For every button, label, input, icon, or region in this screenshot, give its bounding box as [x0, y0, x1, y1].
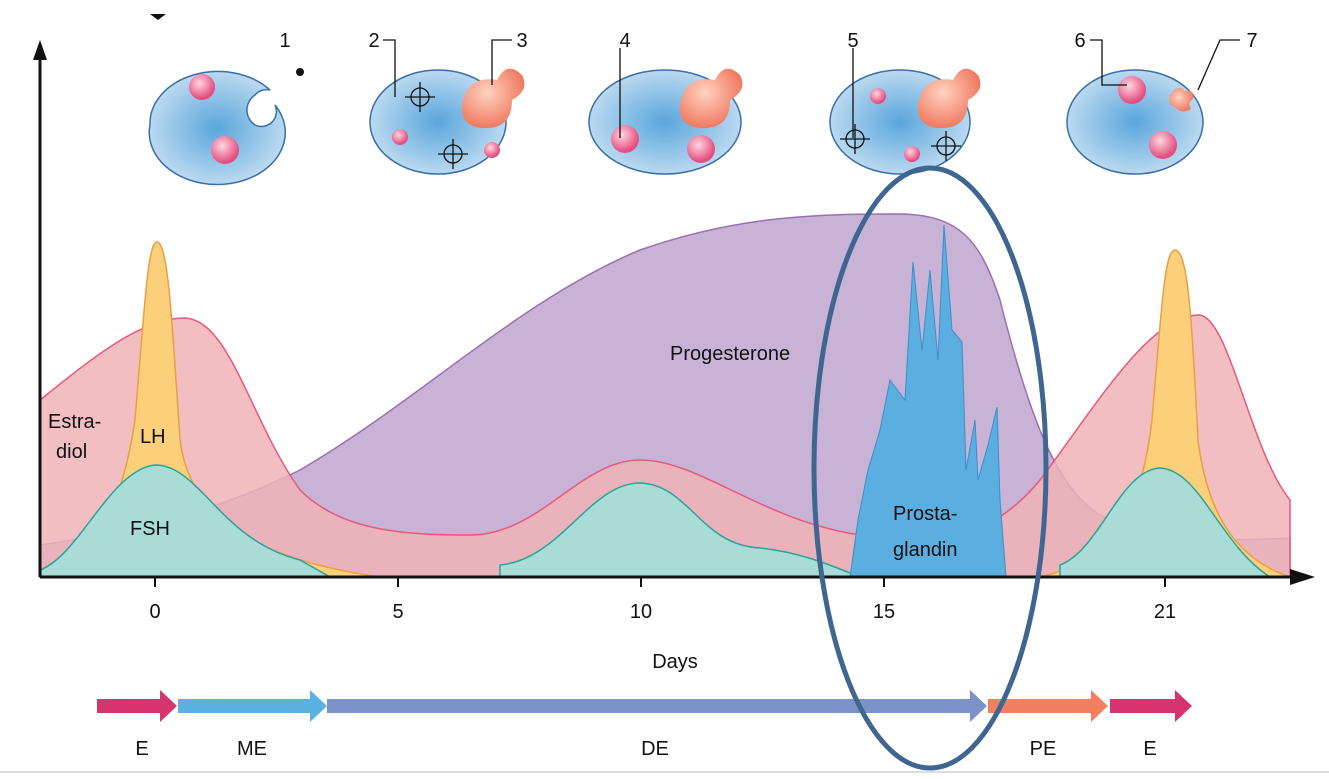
callout: 2 [368, 30, 379, 52]
curve-label: Progesterone [670, 343, 790, 365]
callout: 1 [279, 30, 290, 52]
x-tick-label: 5 [392, 601, 403, 623]
x-tick-label: 10 [630, 601, 652, 623]
curve-label: LH [140, 426, 166, 448]
ovary [149, 71, 285, 184]
phase-label: ME [237, 738, 267, 760]
callout: 5 [847, 30, 858, 52]
phase-label: PE [1030, 738, 1057, 760]
x-tick-label: 15 [873, 601, 895, 623]
phase-labels: E ME DE PE E [135, 738, 1156, 760]
curve-label: Estra- [48, 411, 101, 433]
curve-label: glandin [893, 539, 958, 561]
ovaries [149, 70, 1203, 185]
x-tick-label: 0 [149, 601, 160, 623]
phase-arrows [97, 690, 1192, 722]
callout: 6 [1074, 30, 1085, 52]
curve-label: diol [56, 441, 87, 463]
x-axis-label: Days [652, 651, 698, 673]
callout: 3 [516, 30, 527, 52]
phase-label: DE [641, 738, 669, 760]
curve-label: Prosta- [893, 503, 957, 525]
diagram: 1 2 3 4 5 6 7 Estra- diol LH FSH Progest… [0, 0, 1329, 774]
callout: 4 [619, 30, 630, 52]
phase-label: E [1143, 738, 1156, 760]
callout-numbers: 1 2 3 4 5 6 7 [279, 30, 1257, 52]
callout: 7 [1246, 30, 1257, 52]
curve-label: FSH [130, 518, 170, 540]
x-tick-label: 21 [1154, 601, 1176, 623]
phase-label: E [135, 738, 148, 760]
